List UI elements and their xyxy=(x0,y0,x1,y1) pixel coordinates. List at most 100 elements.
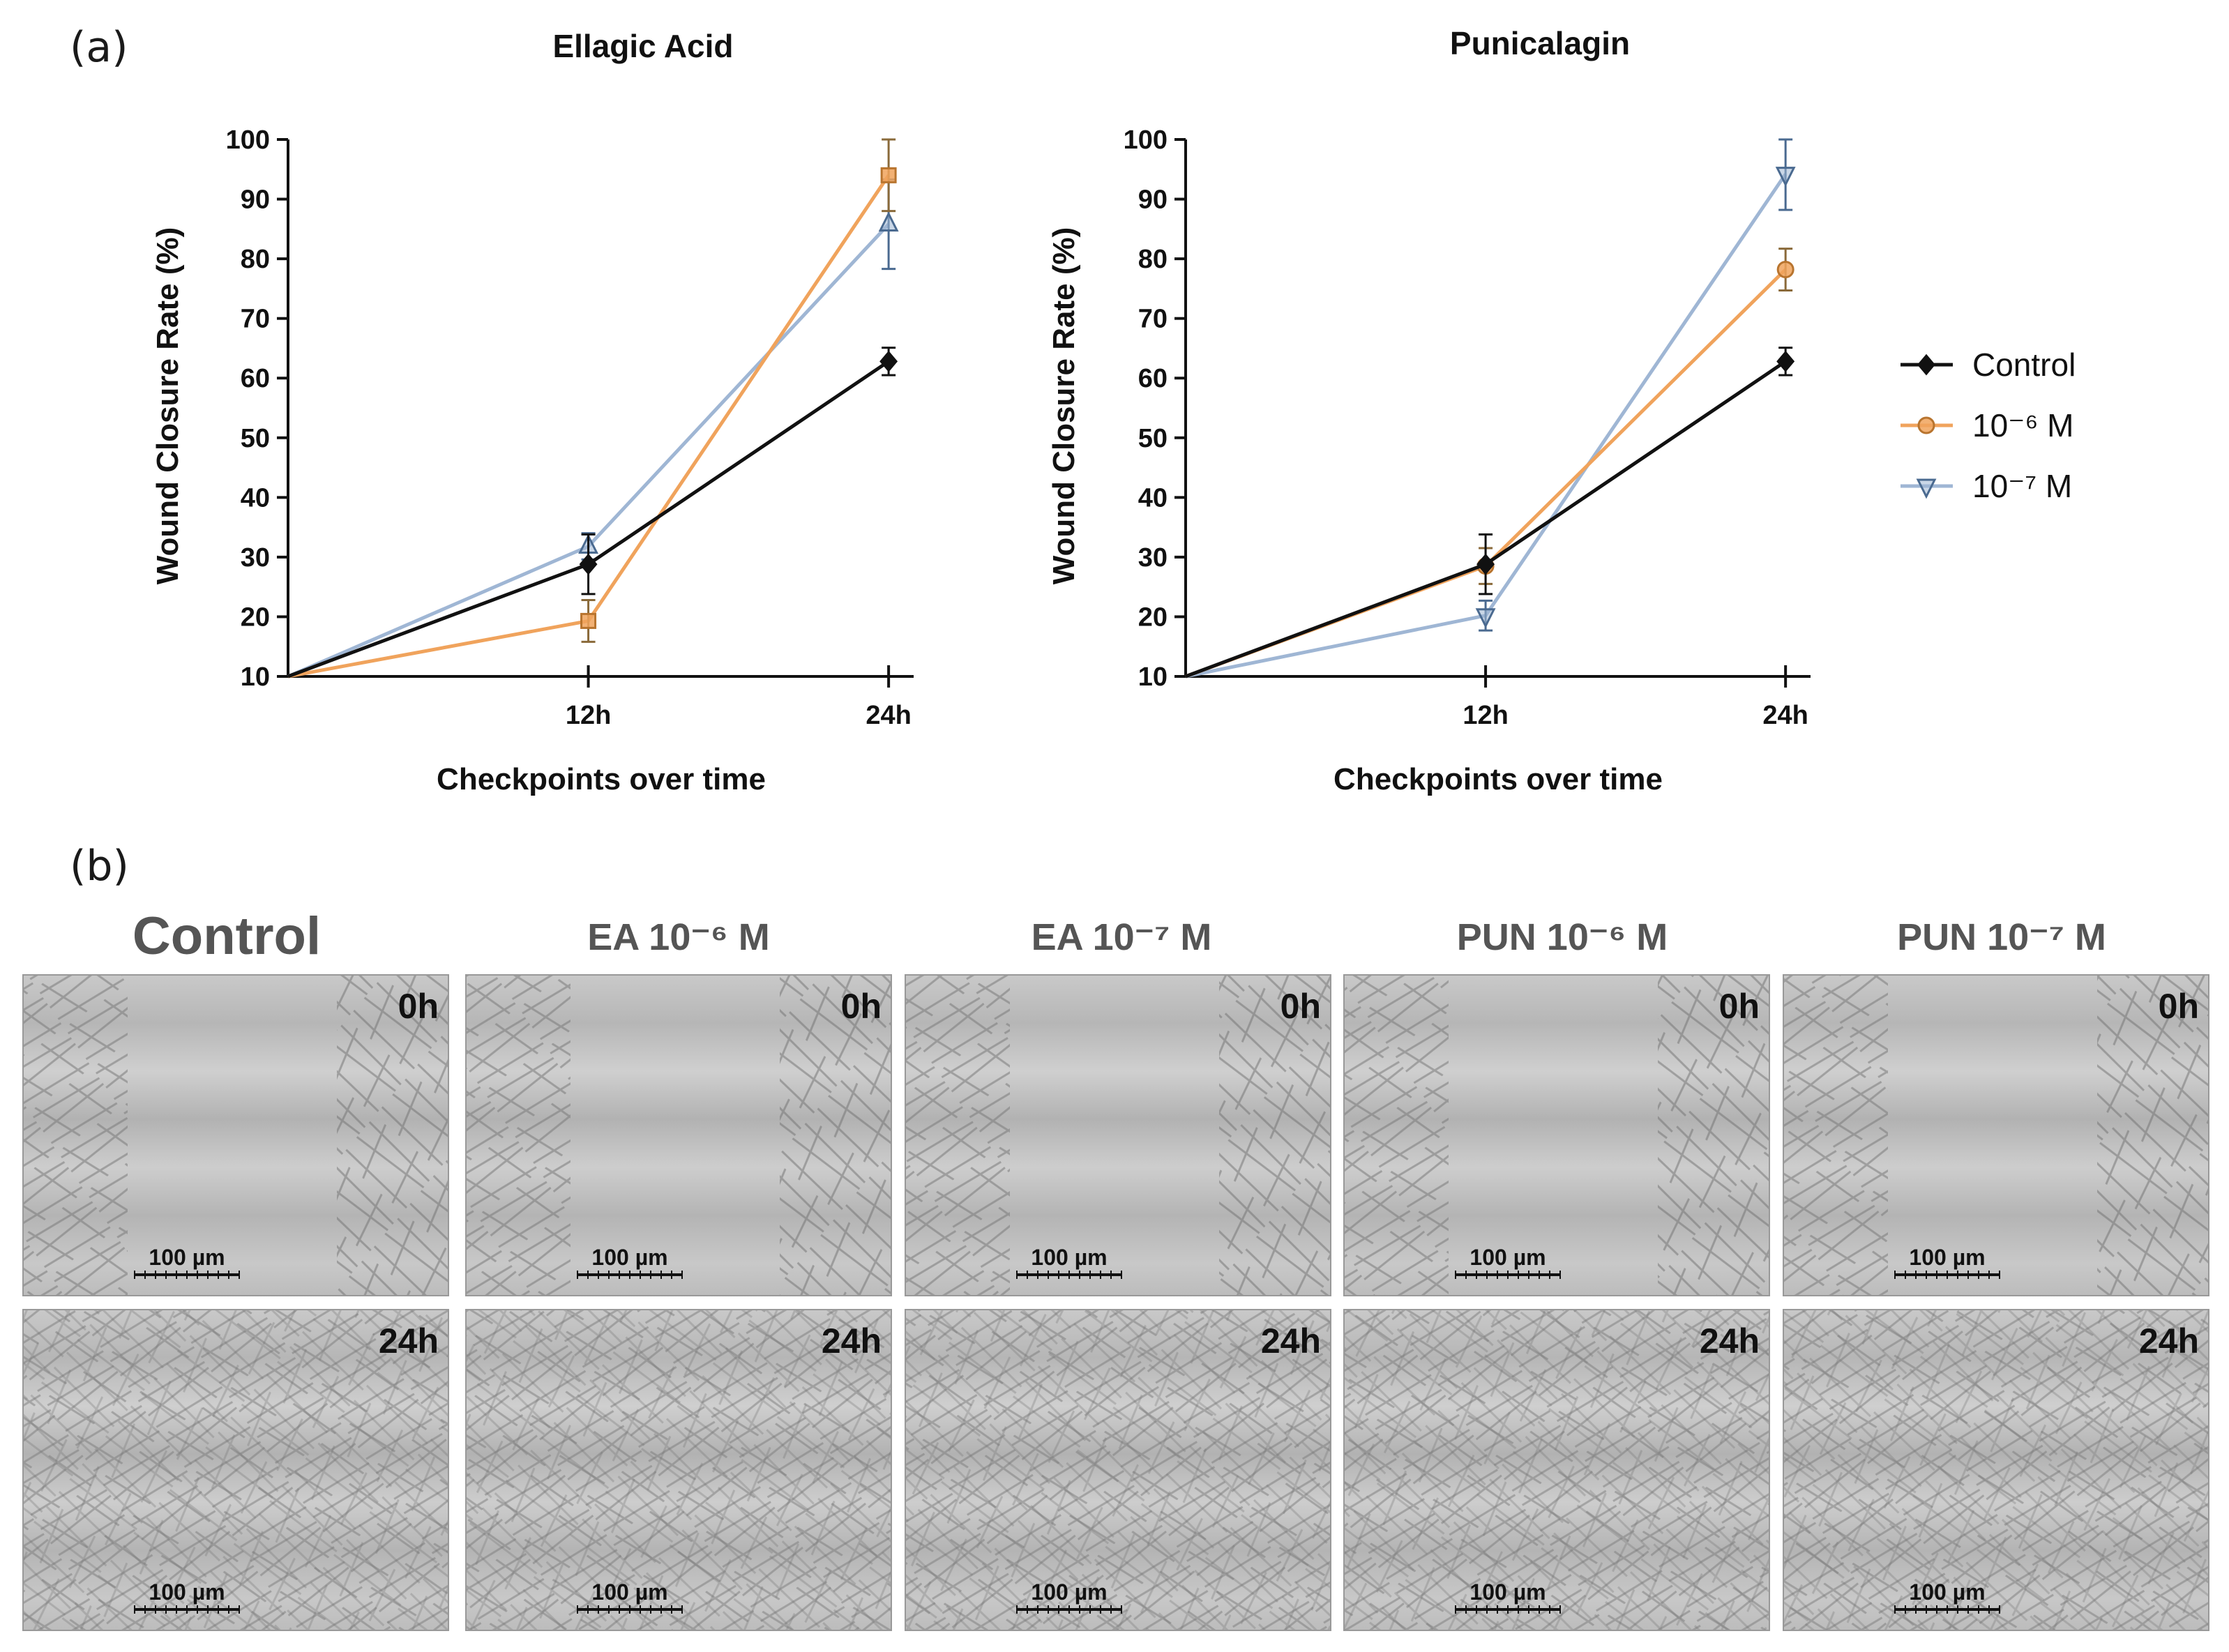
y-tick-label: 60 xyxy=(1138,364,1168,393)
time-label: 0h xyxy=(2159,987,2199,1026)
y-tick-label: 10 xyxy=(241,662,270,692)
legend-marker xyxy=(1917,416,1935,434)
y-tick-label: 100 xyxy=(226,126,270,155)
data-point xyxy=(1476,553,1495,575)
y-tick-label: 80 xyxy=(241,245,270,274)
micrograph-image: 24h 100 µm xyxy=(905,1309,1331,1631)
series-layer xyxy=(287,138,899,679)
chart-title: Ellagic Acid xyxy=(552,28,733,64)
y-tick-label: 70 xyxy=(241,305,270,334)
data-point xyxy=(1776,261,1794,279)
series-10m xyxy=(1185,138,1796,679)
time-label: 0h xyxy=(1719,987,1760,1026)
y-tick-label: 80 xyxy=(1138,245,1168,274)
scale-bar-label: 100 µm xyxy=(1909,1245,1985,1270)
legend: Control 10⁻⁶ M 10⁻⁷ M xyxy=(1901,347,2076,504)
micrograph-image: 24h 100 µm xyxy=(1783,1309,2209,1631)
x-tick-label: 24h xyxy=(866,701,911,730)
micrograph-image: 0h 100 µm xyxy=(22,974,449,1296)
data-point xyxy=(880,167,897,183)
y-tick-label: 50 xyxy=(1138,424,1168,453)
cell-region-right xyxy=(337,975,448,1296)
y-tick-label: 60 xyxy=(241,364,270,393)
time-label: 0h xyxy=(841,987,882,1026)
image-frame xyxy=(22,1309,449,1631)
y-tick-label: 30 xyxy=(1138,543,1168,573)
image-frame xyxy=(1783,974,2209,1296)
data-point xyxy=(879,350,898,372)
time-label: 24h xyxy=(1261,1321,1321,1361)
image-frame xyxy=(465,1309,892,1631)
image-frame xyxy=(905,974,1331,1296)
chart-ellagic-acid: Ellagic Acid Checkpoints over time Wound… xyxy=(151,28,914,796)
cell-region-left xyxy=(1344,975,1449,1296)
x-tick-label: 12h xyxy=(1463,701,1508,730)
scale-bar-label: 100 µm xyxy=(591,1579,667,1605)
scale-bar-label: 100 µm xyxy=(1031,1579,1107,1605)
y-tick-label: 20 xyxy=(1138,603,1168,632)
cell-region-right xyxy=(1658,975,1769,1296)
time-label: 0h xyxy=(1280,987,1321,1026)
data-point xyxy=(580,612,597,629)
legend-label: 10⁻⁶ M xyxy=(1972,407,2073,444)
scale-bar-label: 100 µm xyxy=(591,1245,667,1270)
scale-bar-label: 100 µm xyxy=(149,1579,225,1605)
image-frame xyxy=(1343,1309,1770,1631)
legend-marker xyxy=(1917,354,1935,376)
cell-region-overlay xyxy=(905,1310,1331,1630)
series-control xyxy=(287,347,898,679)
micrograph-image: 24h 100 µm xyxy=(22,1309,449,1631)
time-label: 24h xyxy=(822,1321,882,1361)
panel-label-b: (b) xyxy=(70,842,129,891)
axes: 10 20 30 40 50 60 70 80 90 100 12h 24h xyxy=(1124,126,1811,730)
cell-region-overlay xyxy=(1344,1310,1769,1630)
micrograph-image: 0h 100 µm xyxy=(465,974,892,1296)
chart-title: Punicalagin xyxy=(1450,25,1630,61)
cell-region-left xyxy=(905,975,1010,1296)
time-label: 24h xyxy=(1700,1321,1760,1361)
y-tick-label: 50 xyxy=(241,424,270,453)
series-layer xyxy=(1185,138,1796,679)
column-header: EA 10⁻⁷ M xyxy=(1032,916,1212,958)
cell-region-left xyxy=(466,975,571,1296)
image-frame xyxy=(1783,1309,2209,1631)
data-point xyxy=(1776,350,1795,372)
scale-bar-label: 100 µm xyxy=(1031,1245,1107,1270)
y-tick-label: 90 xyxy=(241,185,270,215)
micrograph-image: 24h 100 µm xyxy=(465,1309,892,1631)
panel-label-a: (a) xyxy=(70,23,128,72)
y-axis-label: Wound Closure Rate (%) xyxy=(151,227,185,585)
x-axis-label: Checkpoints over time xyxy=(1333,762,1663,796)
y-tick-label: 40 xyxy=(1138,483,1168,513)
y-axis-label: Wound Closure Rate (%) xyxy=(1047,227,1081,585)
legend-label: Control xyxy=(1972,347,2076,383)
scale-bar-label: 100 µm xyxy=(1469,1579,1546,1605)
legend-label: 10⁻⁷ M xyxy=(1972,468,2072,504)
y-tick-label: 20 xyxy=(241,603,270,632)
micrograph-image: 24h 100 µm xyxy=(1343,1309,1770,1631)
series-control xyxy=(1185,347,1795,679)
micrograph-image: 0h 100 µm xyxy=(1343,974,1770,1296)
y-tick-label: 70 xyxy=(1138,305,1168,334)
micrograph-grid: Control 0h 100 µm 24h 100 µm EA 10⁻⁶ M 0h 100 µ… xyxy=(22,907,2209,1631)
cell-region-right xyxy=(2097,975,2209,1296)
x-axis-label: Checkpoints over time xyxy=(437,762,766,796)
data-point xyxy=(878,211,899,232)
image-frame xyxy=(905,1309,1331,1631)
legend-marker xyxy=(1916,478,1937,499)
cell-region-right xyxy=(1219,975,1331,1296)
cell-region-overlay xyxy=(23,1310,448,1630)
time-label: 0h xyxy=(398,987,439,1026)
scale-bar-label: 100 µm xyxy=(1469,1245,1546,1270)
y-tick-label: 10 xyxy=(1138,662,1168,692)
image-frame xyxy=(465,974,892,1296)
legend-item: Control xyxy=(1901,347,2076,383)
data-point xyxy=(579,553,598,575)
cell-region-right xyxy=(780,975,891,1296)
time-label: 24h xyxy=(379,1321,439,1361)
chart-punicalagin: Punicalagin Checkpoints over time Wound … xyxy=(1047,25,1811,796)
y-tick-label: 30 xyxy=(241,543,270,573)
y-tick-label: 90 xyxy=(1138,185,1168,215)
legend-item: 10⁻⁷ M xyxy=(1901,468,2072,504)
